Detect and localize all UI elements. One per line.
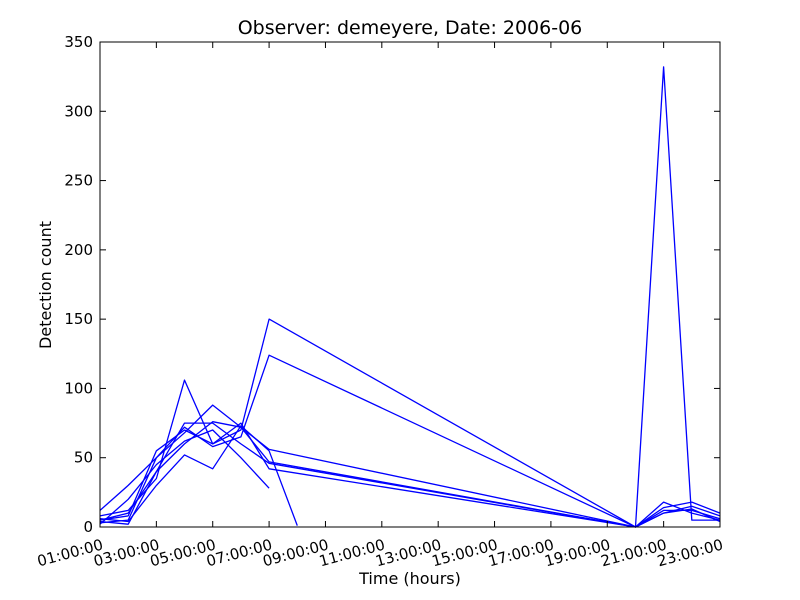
- x-tick-label: 23:00:00: [655, 535, 725, 570]
- y-tick-label: 200: [64, 241, 93, 259]
- x-axis-label: Time (hours): [358, 569, 461, 588]
- y-axis-label: Detection count: [36, 221, 55, 349]
- series-group: [99, 66, 721, 528]
- series-line-5: [99, 379, 721, 528]
- series-line-8: [99, 429, 270, 525]
- y-tick-label: 0: [83, 518, 93, 536]
- series-line-4: [99, 66, 720, 528]
- chart-title: Observer: demeyere, Date: 2006-06: [238, 17, 583, 39]
- y-tick-label: 150: [64, 310, 93, 328]
- y-tick-label: 100: [64, 379, 93, 397]
- plot-frame: [99, 41, 721, 528]
- series-line-6: [99, 422, 721, 528]
- y-tick-label: 350: [64, 33, 93, 51]
- y-tick-label: 250: [64, 172, 93, 190]
- series-line-2: [99, 354, 721, 528]
- y-tick-label: 50: [74, 449, 93, 467]
- series-line-7: [99, 425, 298, 526]
- y-tick-label: 300: [64, 102, 93, 120]
- y-axis: 0 50 100 150 200 250 300 350: [64, 33, 720, 536]
